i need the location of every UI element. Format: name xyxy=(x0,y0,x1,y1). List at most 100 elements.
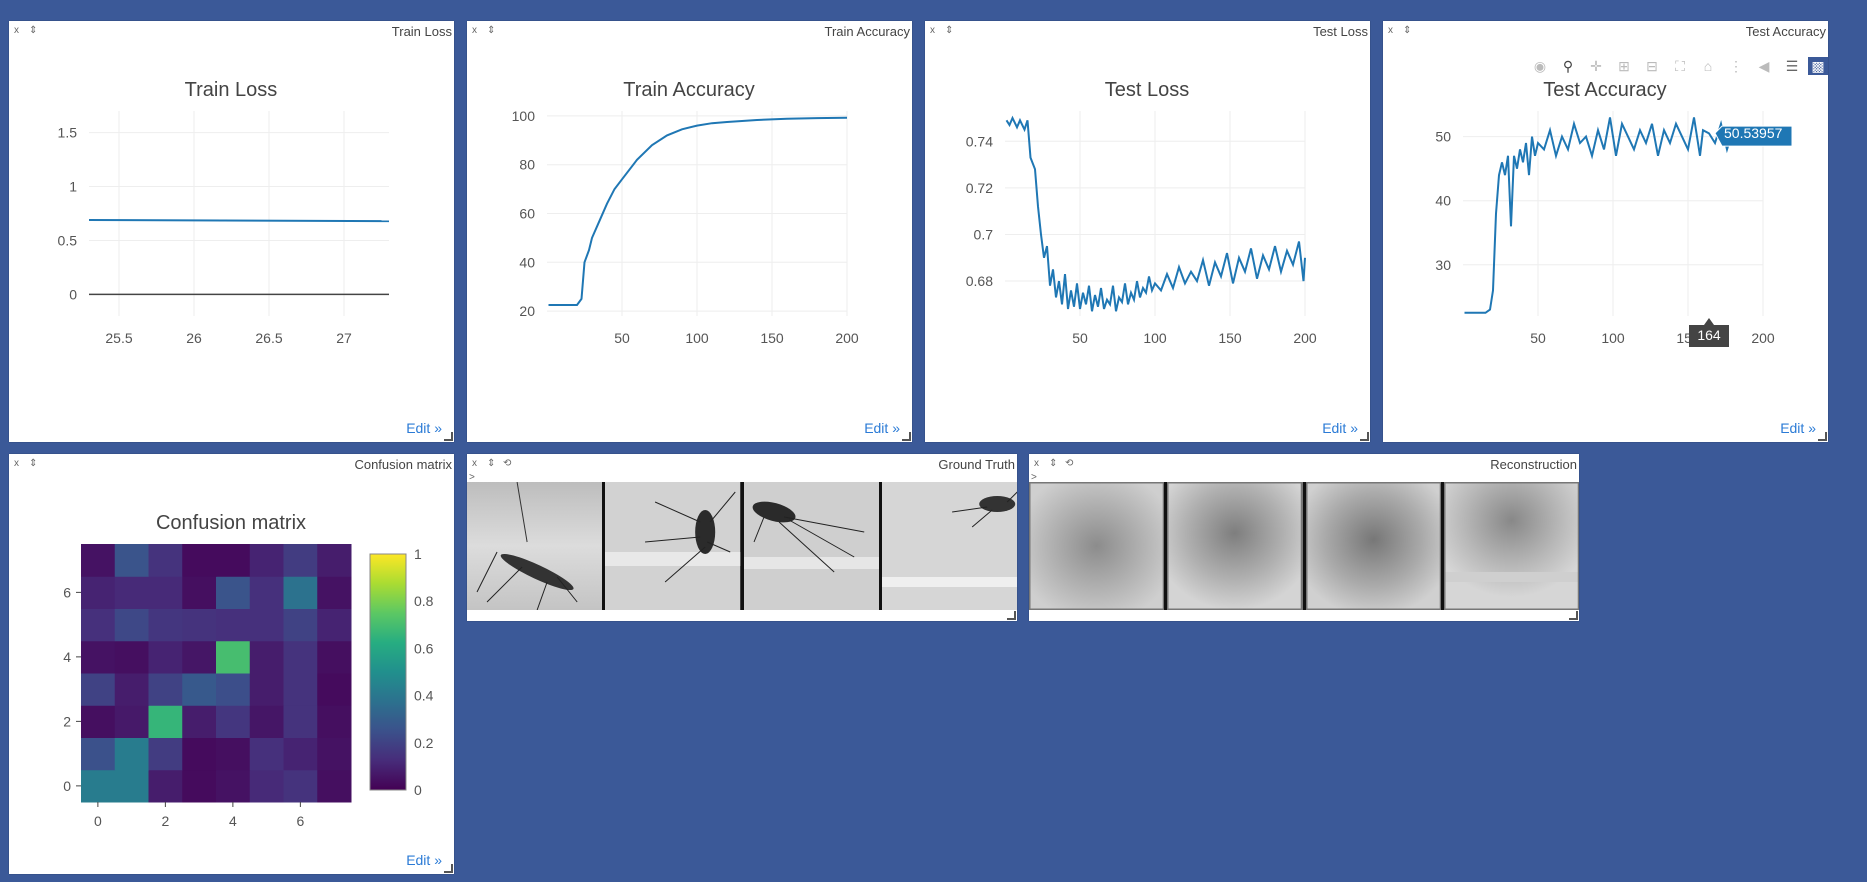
drag-handle-icon[interactable]: ⇕ xyxy=(29,25,38,36)
plotly-logo-icon[interactable]: ▩ xyxy=(1808,57,1828,75)
x-tick-label: 150 xyxy=(1218,330,1242,346)
y-tick-label: 50 xyxy=(1435,129,1451,145)
heatmap-cell xyxy=(81,544,116,577)
heatmap-cell xyxy=(114,576,149,609)
x-tick-label: 25.5 xyxy=(105,330,132,346)
x-tick-label: 50 xyxy=(614,330,630,346)
drag-handle-icon[interactable]: ⇕ xyxy=(1403,25,1412,36)
resize-handle[interactable] xyxy=(444,864,453,873)
y-tick-label: 0 xyxy=(69,286,77,302)
close-icon[interactable]: x xyxy=(1388,25,1393,36)
chart-title: Test Accuracy xyxy=(1543,79,1666,101)
zoom-icon[interactable]: ⚲ xyxy=(1562,58,1574,74)
close-icon[interactable]: x xyxy=(14,25,19,36)
train-accuracy-chart[interactable]: Train Accuracy 50 100 150 200 20 40 60 80 100 xyxy=(467,21,912,442)
y-tick-label: 4 xyxy=(63,649,71,665)
x-tick-label: 100 xyxy=(1143,330,1167,346)
pan-icon[interactable]: ✛ xyxy=(1590,58,1602,74)
series-line xyxy=(548,116,848,306)
y-tick-label: 40 xyxy=(519,254,535,270)
pane-title: Confusion matrix xyxy=(354,457,452,472)
edit-link[interactable]: Edit » xyxy=(1322,420,1358,436)
edit-link[interactable]: Edit » xyxy=(406,852,442,868)
x-tick-label: 4 xyxy=(229,813,237,829)
camera-icon[interactable]: ◉ xyxy=(1533,58,1547,74)
y-tick-label: 1 xyxy=(69,179,77,195)
x-tick-label: 6 xyxy=(296,813,304,829)
heatmap-cell xyxy=(81,737,116,771)
heatmap-cell xyxy=(182,673,217,706)
drag-handle-icon[interactable]: ⇕ xyxy=(945,25,954,36)
heatmap-cell xyxy=(249,737,284,771)
zoom-in-icon[interactable]: ⊞ xyxy=(1618,58,1630,74)
y-tick-label: 6 xyxy=(63,584,71,600)
close-icon[interactable]: x xyxy=(472,25,477,36)
drag-handle-icon[interactable]: ⇕ xyxy=(487,458,496,469)
ground-truth-pane: x ⇕ ⟲ > Ground Truth xyxy=(467,454,1017,621)
heatmap-cell xyxy=(317,608,352,642)
heatmap-cell xyxy=(182,608,217,642)
autoscale-icon[interactable]: ⛶ xyxy=(1675,58,1685,74)
pane-title: Train Accuracy xyxy=(824,24,911,39)
hover-tooltip: 50.53957 164 xyxy=(1689,125,1793,347)
test-loss-chart[interactable]: Test Loss 50 100 150 200 0.68 0.7 0.72 0.74 xyxy=(925,21,1370,442)
edit-link[interactable]: Edit » xyxy=(1780,420,1816,436)
chart-title: Train Loss xyxy=(185,79,278,101)
heatmap-cell xyxy=(317,705,352,738)
y-tick-label: 100 xyxy=(512,108,536,124)
resize-handle[interactable] xyxy=(902,432,911,441)
colorbar-tick-label: 1 xyxy=(414,546,422,562)
y-tick-label: 0.72 xyxy=(966,180,993,196)
x-tick-label: 26 xyxy=(186,330,202,346)
reset-icon[interactable]: ⟲ xyxy=(503,458,512,469)
confusion-matrix-chart[interactable]: Confusion matrix 0 2 4 6 0 2 4 6 0 0.2 0.4 0.6 0.8 1 xyxy=(9,454,454,874)
x-tick-label: 26.5 xyxy=(255,330,282,346)
resize-handle[interactable] xyxy=(1007,611,1016,620)
hover-closest-icon[interactable]: ◀ xyxy=(1758,58,1770,74)
close-icon[interactable]: x xyxy=(472,458,477,469)
hover-compare-icon[interactable]: ☰ xyxy=(1785,58,1799,74)
resize-handle[interactable] xyxy=(1360,432,1369,441)
reconstruction-image xyxy=(1443,482,1579,610)
y-tick-label: 40 xyxy=(1435,193,1451,209)
confusion-matrix-pane: x ⇕ Confusion matrix Confusion matrix 0 2 4… xyxy=(9,454,454,874)
edit-link[interactable]: Edit » xyxy=(406,420,442,436)
drag-handle-icon[interactable]: ⇕ xyxy=(1049,458,1058,469)
train-loss-chart[interactable]: Train Loss 25.5 26 26.5 27 0 0.5 1 1.5 xyxy=(9,21,454,442)
reset-icon[interactable]: ⟲ xyxy=(1065,458,1074,469)
resize-handle[interactable] xyxy=(1818,432,1827,441)
y-tick-label: 60 xyxy=(519,206,535,222)
pane-title: Train Loss xyxy=(391,24,452,39)
close-icon[interactable]: x xyxy=(930,25,935,36)
prompt-marker: > xyxy=(469,472,475,483)
tooltip-x-box xyxy=(1689,318,1729,347)
close-icon[interactable]: x xyxy=(1034,458,1039,469)
heatmap-cell xyxy=(81,769,116,803)
train-accuracy-pane: x ⇕ Train Accuracy Train Accuracy 50 100 15… xyxy=(467,21,912,442)
heatmap-cell xyxy=(182,769,217,803)
zoom-out-icon[interactable]: ⊟ xyxy=(1646,58,1658,74)
close-icon[interactable]: x xyxy=(14,458,19,469)
heatmap-cell xyxy=(249,640,284,674)
heatmap-cell xyxy=(317,640,352,674)
pane-title: Test Loss xyxy=(1313,24,1368,39)
x-tick-label: 50 xyxy=(1072,330,1088,346)
heatmap-cell xyxy=(317,576,352,609)
drag-handle-icon[interactable]: ⇕ xyxy=(29,458,38,469)
colorbar-tick-label: 0.6 xyxy=(414,640,434,656)
heatmap-cell xyxy=(317,544,352,577)
x-tick-label: 200 xyxy=(1293,330,1317,346)
resize-handle[interactable] xyxy=(1569,611,1578,620)
spike-lines-icon[interactable]: ⋮ xyxy=(1729,58,1743,74)
heatmap-cell xyxy=(216,769,251,803)
test-loss-pane: x ⇕ Test Loss Test Loss 50 100 150 200 0.68 0.… xyxy=(925,21,1370,442)
resize-handle[interactable] xyxy=(444,432,453,441)
image-grid xyxy=(467,482,1017,610)
home-icon[interactable]: ⌂ xyxy=(1703,58,1713,74)
heatmap-cell xyxy=(216,576,251,609)
colorbar-tick-label: 0.8 xyxy=(414,593,434,609)
drag-handle-icon[interactable]: ⇕ xyxy=(487,25,496,36)
edit-link[interactable]: Edit » xyxy=(864,420,900,436)
heatmap-cell xyxy=(249,705,284,738)
